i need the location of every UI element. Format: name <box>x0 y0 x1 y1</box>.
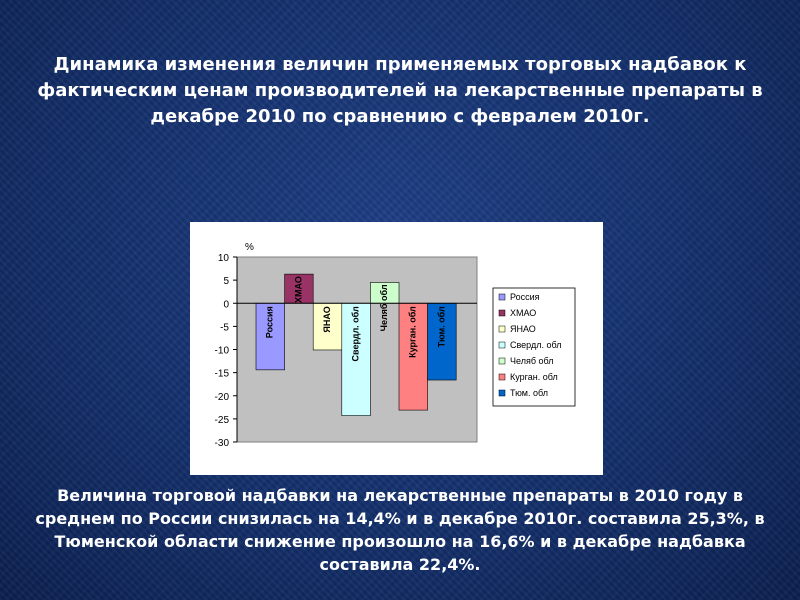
legend-swatch-2 <box>498 309 506 317</box>
bar-2 <box>284 273 314 304</box>
legend-swatch-3 <box>498 325 506 333</box>
chart-container: 10 5 0 -5 -10 -15 -20 -25 -30% Россия ХМАО ЯНАО Свер… <box>190 222 603 475</box>
y-tick-label: -25 <box>215 415 230 426</box>
y-tick-label: -10 <box>215 346 230 357</box>
y-tick-label: -15 <box>215 369 230 380</box>
bar-label-2: ХМАО <box>293 276 303 303</box>
legend-swatch-1 <box>498 293 506 301</box>
summary-text: Величина торговой надбавки на лекарствен… <box>35 486 765 574</box>
y-tick-label: -20 <box>215 392 230 403</box>
legend-swatch-7 <box>498 389 506 397</box>
legend-label-3: ЯНАО <box>510 324 536 334</box>
y-tick-label: 10 <box>218 253 230 264</box>
legend-label-6: Курган. обл <box>510 372 558 382</box>
bar-label-4: Свердл. обл <box>350 306 360 361</box>
legend-swatch-5 <box>498 357 506 365</box>
legend-label-5: Челяб обл <box>510 356 554 366</box>
y-tick-label: -30 <box>215 438 230 449</box>
bar-6 <box>398 302 428 411</box>
legend-box <box>492 287 576 407</box>
bar-3 <box>312 302 343 351</box>
bar-label-6: Курган. обл <box>408 306 418 358</box>
legend-swatch-6 <box>498 373 506 381</box>
slide-title: Динамика изменения величин применяемых т… <box>37 54 763 127</box>
legend-label-2: ХМАО <box>510 308 536 318</box>
y-tick-label: 0 <box>223 299 229 310</box>
bar-4 <box>341 302 371 416</box>
bar-label-3: ЯНАО <box>322 306 332 332</box>
legend-label-1: Россия <box>510 292 540 302</box>
bar-label-1: Россия <box>265 306 275 338</box>
bar-label-5: Челяб обл <box>379 284 389 331</box>
legend-label-4: Свердл. обл <box>510 340 562 350</box>
legend-label-7: Тюм. обл <box>510 388 548 398</box>
bar-label-7: Тюм. обл <box>436 306 446 347</box>
y-tick-label: -5 <box>220 322 229 333</box>
y-axis-label: % <box>245 242 254 253</box>
y-tick-label: 5 <box>223 276 229 287</box>
bar-1 <box>255 302 285 371</box>
legend-swatch-4 <box>498 341 506 349</box>
bar-chart: 10 5 0 -5 -10 -15 -20 -25 -30% Россия ХМАО ЯНАО Свер… <box>215 242 576 449</box>
